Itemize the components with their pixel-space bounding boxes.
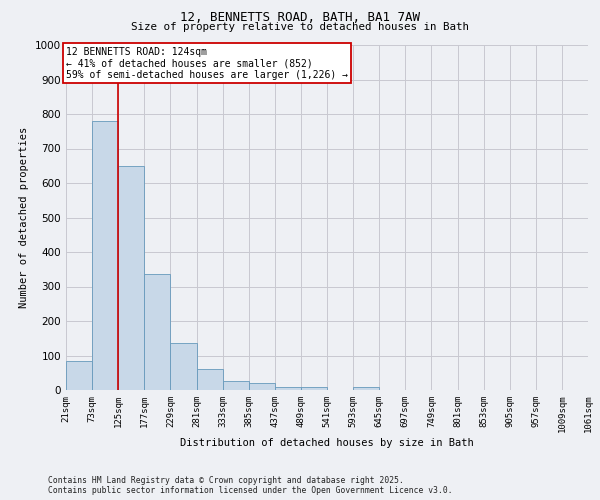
Bar [197,370,223,390]
X-axis label: Distribution of detached houses by size in Bath: Distribution of detached houses by size … [180,438,474,448]
Bar [170,344,197,390]
Text: Size of property relative to detached houses in Bath: Size of property relative to detached ho… [131,22,469,32]
Bar [66,360,92,390]
Bar [353,386,379,390]
Bar [92,121,118,390]
Text: 12 BENNETTS ROAD: 124sqm
← 41% of detached houses are smaller (852)
59% of semi-: 12 BENNETTS ROAD: 124sqm ← 41% of detach… [66,46,348,80]
Bar [249,383,275,390]
Bar [118,166,144,390]
Bar [275,386,301,390]
Y-axis label: Number of detached properties: Number of detached properties [19,127,29,308]
Text: Contains HM Land Registry data © Crown copyright and database right 2025.: Contains HM Land Registry data © Crown c… [48,476,404,485]
Text: Contains public sector information licensed under the Open Government Licence v3: Contains public sector information licen… [48,486,452,495]
Text: 12, BENNETTS ROAD, BATH, BA1 7AW: 12, BENNETTS ROAD, BATH, BA1 7AW [180,11,420,24]
Bar [223,382,249,390]
Bar [301,386,327,390]
Bar [144,274,170,390]
